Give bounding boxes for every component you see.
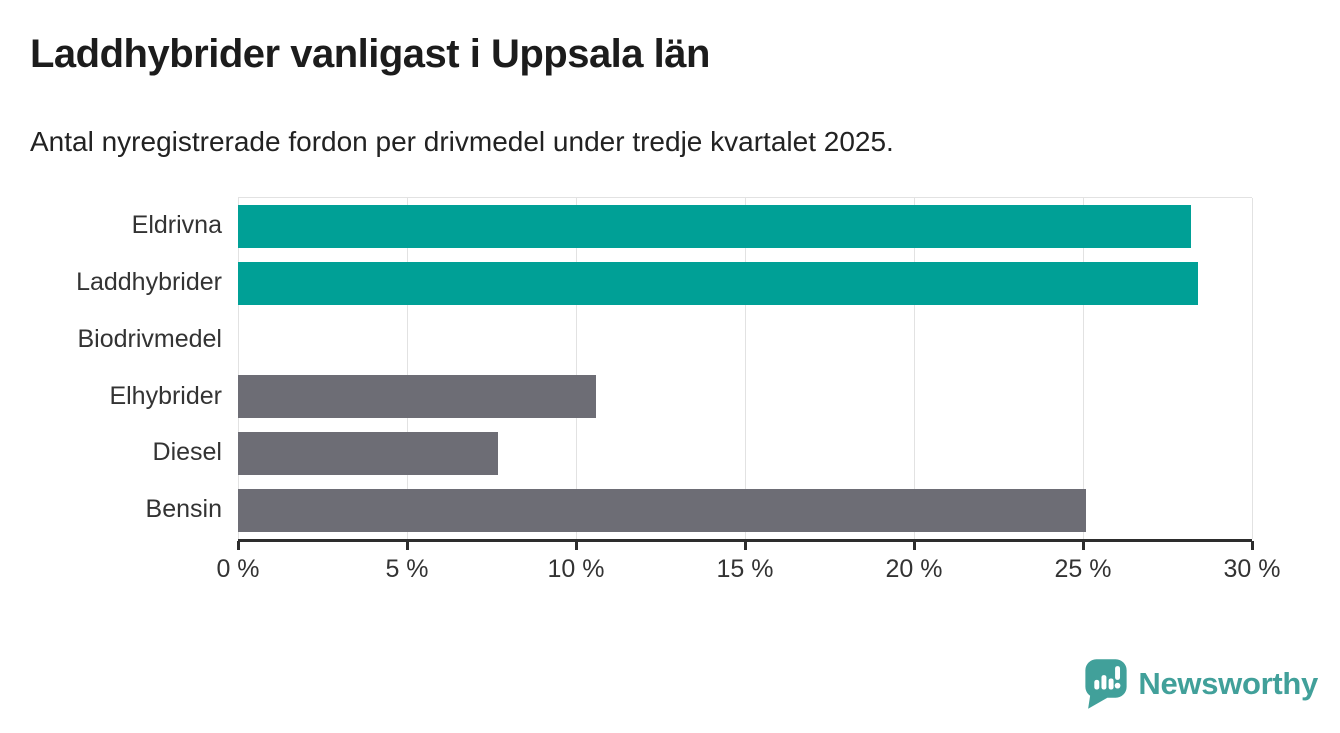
newsworthy-logo-icon	[1085, 659, 1128, 709]
newsworthy-logo-text: Newsworthy	[1138, 666, 1318, 701]
x-tick-10	[574, 541, 578, 550]
gridline-0	[237, 198, 239, 539]
bar-laddhybrider	[238, 261, 1198, 305]
x-tick-label-0: 0 %	[216, 555, 260, 583]
x-tick-15	[743, 541, 747, 550]
chart-subtitle: Antal nyregistrerade fordon per drivmede…	[30, 126, 894, 157]
category-label-laddhybrider: Laddhybrider	[76, 267, 222, 296]
x-tick-label-25: 25 %	[1054, 555, 1112, 583]
category-label-diesel: Diesel	[152, 438, 222, 467]
gridline-20	[913, 198, 915, 539]
x-tick-30	[1250, 541, 1254, 550]
x-tick-label-5: 5 %	[385, 555, 429, 583]
category-label-elhybrider: Elhybrider	[109, 381, 222, 410]
x-tick-5	[405, 541, 409, 550]
bar-elhybrider	[238, 375, 597, 419]
x-tick-label-15: 15 %	[716, 555, 774, 583]
gridline-30	[1251, 198, 1253, 539]
chart-title: Laddhybrider vanligast i Uppsala län	[30, 32, 710, 76]
gridline-5	[406, 198, 408, 539]
category-label-bensin: Bensin	[145, 495, 222, 524]
x-tick-label-10: 10 %	[547, 555, 605, 583]
bar-chart-plot-area	[237, 197, 1253, 542]
bar-eldrivna	[238, 204, 1192, 248]
bar-diesel	[238, 432, 499, 476]
newsworthy-logo: Newsworthy	[1084, 657, 1318, 711]
gridline-10	[575, 198, 577, 539]
gridline-15	[744, 198, 746, 539]
gridline-25	[1082, 198, 1084, 539]
category-label-biodrivmedel: Biodrivmedel	[77, 324, 222, 353]
x-tick-label-20: 20 %	[885, 555, 943, 583]
category-label-eldrivna: Eldrivna	[131, 211, 222, 239]
x-tick-0	[236, 541, 240, 550]
x-tick-20	[912, 541, 916, 550]
y-axis-category-labels: Eldrivna Laddhybrider Biodrivmedel Elhybrid…	[0, 197, 222, 538]
x-tick-label-30: 30 %	[1223, 555, 1281, 583]
x-axis: 0 % 5 % 10 % 15 % 20 % 25 % 30 %	[0, 541, 1340, 601]
bar-bensin	[238, 489, 1087, 533]
x-tick-25	[1081, 541, 1085, 550]
